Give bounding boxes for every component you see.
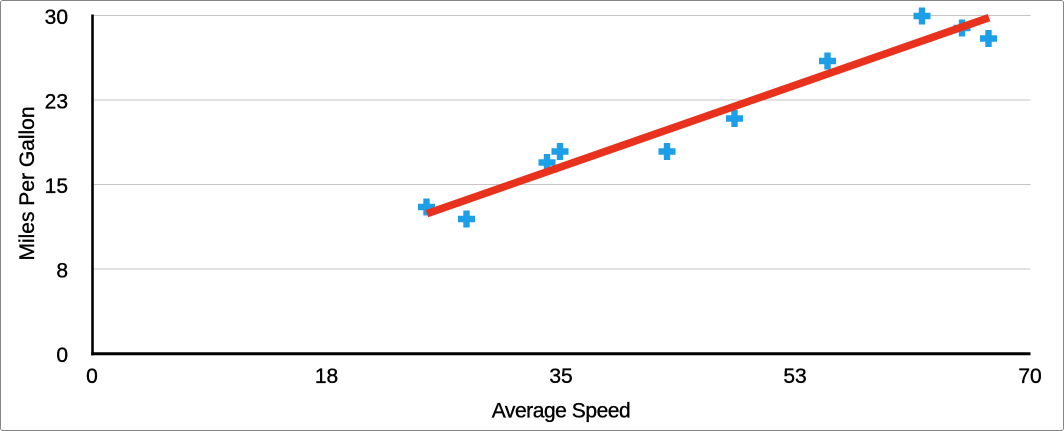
svg-text:Miles Per Gallon: Miles Per Gallon [16,106,39,260]
svg-text:Average Speed: Average Speed [492,400,631,423]
svg-text:8: 8 [56,260,68,283]
svg-text:30: 30 [45,6,68,29]
svg-text:0: 0 [56,344,68,367]
svg-text:15: 15 [45,175,68,198]
svg-text:18: 18 [315,365,338,388]
svg-text:35: 35 [549,365,572,388]
svg-text:70: 70 [1018,365,1041,388]
svg-text:53: 53 [783,365,806,388]
svg-text:0: 0 [86,365,98,388]
svg-text:23: 23 [45,91,68,114]
